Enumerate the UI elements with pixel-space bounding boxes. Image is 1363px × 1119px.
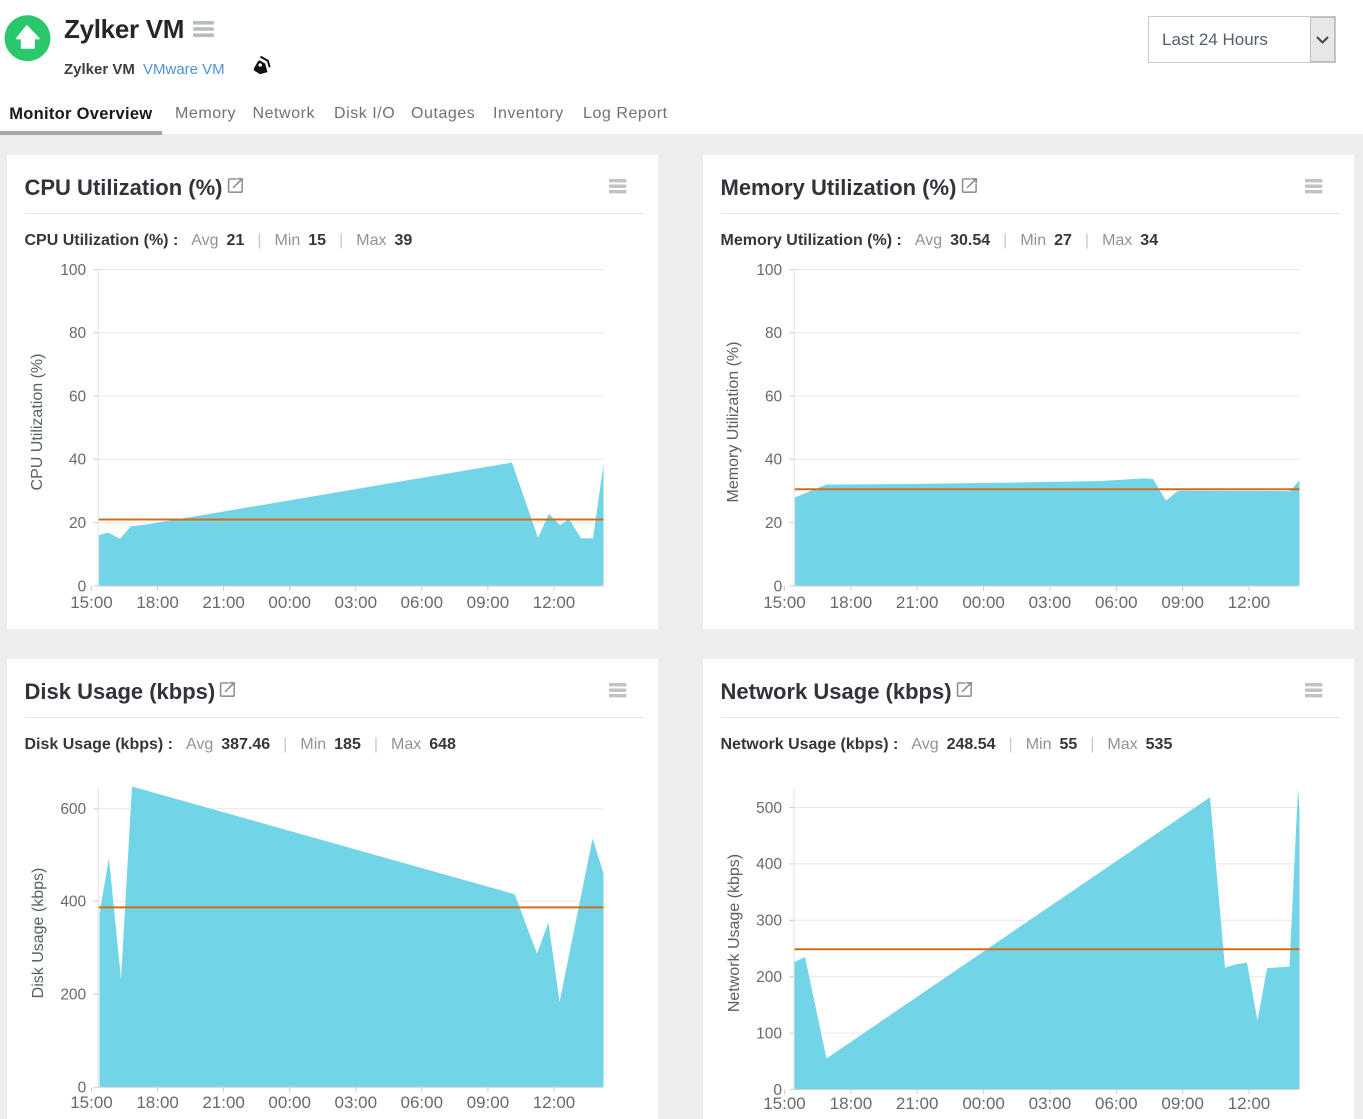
- svg-text:0: 0: [773, 1082, 782, 1099]
- svg-text:15:00: 15:00: [70, 1093, 113, 1112]
- svg-text:12:00: 12:00: [1228, 593, 1271, 612]
- svg-text:03:00: 03:00: [335, 1093, 378, 1112]
- svg-text:09:00: 09:00: [1161, 593, 1204, 612]
- svg-text:400: 400: [60, 894, 86, 911]
- svg-text:60: 60: [765, 388, 783, 405]
- svg-text:0: 0: [774, 578, 783, 595]
- svg-text:03:00: 03:00: [1029, 1094, 1072, 1113]
- svg-text:15:00: 15:00: [763, 1094, 806, 1113]
- svg-text:09:00: 09:00: [467, 593, 510, 612]
- svg-text:20: 20: [765, 515, 783, 532]
- svg-text:12:00: 12:00: [533, 1093, 576, 1112]
- svg-text:100: 100: [756, 262, 782, 279]
- svg-text:60: 60: [69, 388, 87, 405]
- svg-text:80: 80: [765, 325, 783, 342]
- svg-text:200: 200: [756, 969, 782, 986]
- svg-text:12:00: 12:00: [1228, 1094, 1271, 1113]
- svg-text:00:00: 00:00: [268, 1093, 311, 1112]
- svg-text:Network Usage (kbps): Network Usage (kbps): [726, 854, 743, 1012]
- svg-text:00:00: 00:00: [962, 593, 1005, 612]
- svg-text:400: 400: [756, 856, 782, 873]
- svg-text:Memory Utilization (%): Memory Utilization (%): [725, 342, 742, 503]
- svg-text:80: 80: [69, 325, 87, 342]
- svg-text:0: 0: [78, 1080, 87, 1097]
- svg-text:18:00: 18:00: [830, 1094, 873, 1113]
- svg-text:CPU Utilization (%): CPU Utilization (%): [29, 354, 46, 491]
- svg-text:500: 500: [756, 800, 782, 817]
- svg-text:0: 0: [78, 578, 87, 595]
- svg-text:100: 100: [60, 262, 86, 279]
- svg-text:300: 300: [756, 913, 782, 930]
- svg-text:00:00: 00:00: [268, 593, 311, 612]
- svg-text:100: 100: [756, 1025, 782, 1042]
- svg-text:15:00: 15:00: [70, 593, 113, 612]
- svg-text:15:00: 15:00: [763, 593, 806, 612]
- svg-text:200: 200: [60, 986, 86, 1003]
- svg-text:18:00: 18:00: [136, 1093, 179, 1112]
- svg-text:09:00: 09:00: [1161, 1094, 1204, 1113]
- svg-text:40: 40: [69, 452, 87, 469]
- svg-text:00:00: 00:00: [962, 1094, 1005, 1113]
- svg-text:03:00: 03:00: [1029, 593, 1072, 612]
- svg-text:09:00: 09:00: [467, 1093, 510, 1112]
- svg-text:40: 40: [765, 452, 783, 469]
- svg-text:21:00: 21:00: [202, 1093, 245, 1112]
- svg-text:06:00: 06:00: [401, 593, 444, 612]
- svg-text:600: 600: [60, 801, 86, 818]
- svg-text:06:00: 06:00: [1095, 593, 1138, 612]
- svg-text:06:00: 06:00: [1095, 1094, 1138, 1113]
- svg-text:03:00: 03:00: [335, 593, 378, 612]
- svg-text:12:00: 12:00: [533, 593, 576, 612]
- svg-text:06:00: 06:00: [401, 1093, 444, 1112]
- svg-text:21:00: 21:00: [202, 593, 245, 612]
- svg-text:18:00: 18:00: [830, 593, 873, 612]
- svg-text:20: 20: [69, 515, 87, 532]
- svg-text:21:00: 21:00: [896, 1094, 939, 1113]
- svg-text:Disk Usage (kbps): Disk Usage (kbps): [30, 868, 47, 999]
- svg-text:21:00: 21:00: [896, 593, 939, 612]
- svg-text:18:00: 18:00: [136, 593, 179, 612]
